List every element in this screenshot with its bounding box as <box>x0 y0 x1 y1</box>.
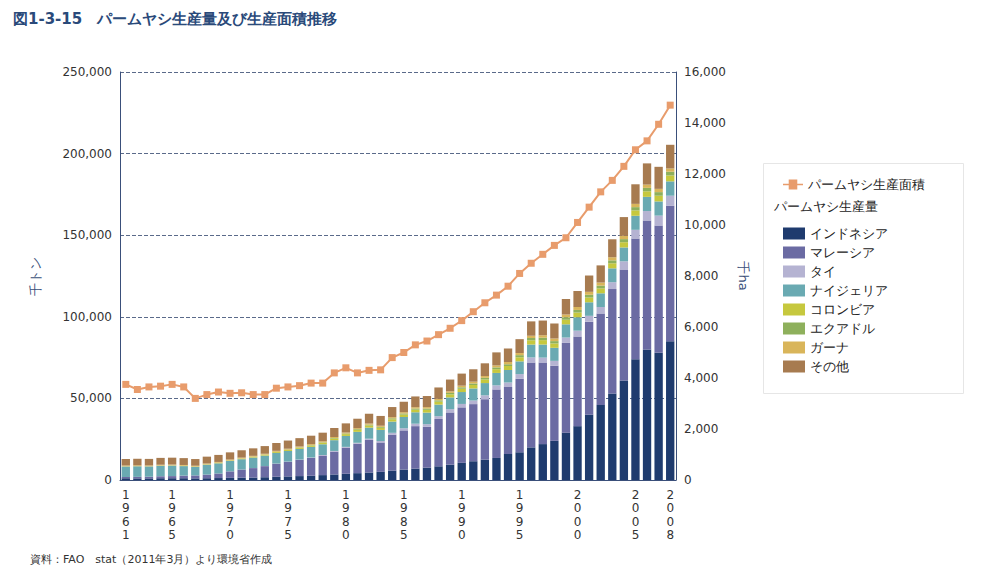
svg-text:マレーシア: マレーシア <box>810 245 875 260</box>
svg-text:0: 0 <box>342 528 350 542</box>
svg-text:ガーナ: ガーナ <box>810 340 849 355</box>
svg-text:9: 9 <box>122 501 130 515</box>
svg-text:1: 1 <box>516 488 524 502</box>
svg-text:エクアドル: エクアドル <box>810 321 875 336</box>
svg-text:9: 9 <box>284 501 292 515</box>
svg-text:0: 0 <box>666 515 674 529</box>
svg-text:千ha: 千ha <box>736 261 751 290</box>
svg-text:1: 1 <box>400 488 408 502</box>
svg-text:0: 0 <box>574 528 582 542</box>
svg-text:9: 9 <box>342 501 350 515</box>
svg-text:2: 2 <box>574 488 582 502</box>
svg-text:14,000: 14,000 <box>684 116 726 130</box>
svg-text:8,000: 8,000 <box>684 269 718 283</box>
svg-text:1: 1 <box>458 488 466 502</box>
svg-text:7: 7 <box>226 515 234 529</box>
svg-text:千トン: 千トン <box>28 257 43 296</box>
svg-text:図1-3-15 パームヤシ生産量及び生産面積推移: 図1-3-15 パームヤシ生産量及び生産面積推移 <box>13 10 337 28</box>
svg-text:資料：FAO stat（2011年3月）より環境省作成: 資料：FAO stat（2011年3月）より環境省作成 <box>30 553 272 566</box>
svg-text:8: 8 <box>342 515 350 529</box>
svg-text:その他: その他 <box>810 359 849 374</box>
svg-text:パームヤシ生産量: パームヤシ生産量 <box>773 199 878 214</box>
svg-text:9: 9 <box>400 501 408 515</box>
svg-text:1: 1 <box>342 488 350 502</box>
svg-text:250,000: 250,000 <box>62 65 112 79</box>
svg-text:1: 1 <box>122 528 130 542</box>
svg-text:インドネシア: インドネシア <box>810 226 888 241</box>
svg-text:16,000: 16,000 <box>684 65 726 79</box>
svg-text:0: 0 <box>458 528 466 542</box>
svg-text:4,000: 4,000 <box>684 371 718 385</box>
svg-text:100,000: 100,000 <box>62 310 112 324</box>
svg-text:9: 9 <box>458 501 466 515</box>
svg-text:8: 8 <box>666 528 674 542</box>
svg-text:2: 2 <box>632 488 640 502</box>
svg-text:2: 2 <box>666 488 674 502</box>
svg-text:9: 9 <box>516 501 524 515</box>
svg-text:10,000: 10,000 <box>684 218 726 232</box>
svg-text:9: 9 <box>516 515 524 529</box>
svg-text:6: 6 <box>168 515 176 529</box>
svg-text:200,000: 200,000 <box>62 147 112 161</box>
svg-text:0: 0 <box>574 501 582 515</box>
svg-text:5: 5 <box>632 528 640 542</box>
svg-text:パームヤシ生産面積: パームヤシ生産面積 <box>807 177 925 192</box>
svg-text:1: 1 <box>122 488 130 502</box>
svg-text:5: 5 <box>284 528 292 542</box>
svg-text:5: 5 <box>516 528 524 542</box>
svg-text:6: 6 <box>122 515 130 529</box>
svg-text:0: 0 <box>684 473 692 487</box>
svg-text:0: 0 <box>632 515 640 529</box>
svg-text:9: 9 <box>226 501 234 515</box>
svg-text:5: 5 <box>168 528 176 542</box>
svg-text:7: 7 <box>284 515 292 529</box>
svg-text:タイ: タイ <box>810 264 836 279</box>
svg-text:50,000: 50,000 <box>70 391 112 405</box>
svg-text:6,000: 6,000 <box>684 320 718 334</box>
svg-text:1: 1 <box>168 488 176 502</box>
svg-text:1: 1 <box>284 488 292 502</box>
svg-text:0: 0 <box>666 501 674 515</box>
svg-text:5: 5 <box>400 528 408 542</box>
svg-text:0: 0 <box>632 501 640 515</box>
svg-text:0: 0 <box>104 473 112 487</box>
svg-text:0: 0 <box>574 515 582 529</box>
svg-text:2,000: 2,000 <box>684 422 718 436</box>
svg-text:1: 1 <box>226 488 234 502</box>
svg-text:コロンビア: コロンビア <box>810 302 875 317</box>
svg-text:9: 9 <box>168 501 176 515</box>
svg-text:8: 8 <box>400 515 408 529</box>
svg-text:150,000: 150,000 <box>62 228 112 242</box>
svg-text:ナイジェリア: ナイジェリア <box>810 283 888 298</box>
svg-text:0: 0 <box>226 528 234 542</box>
svg-text:9: 9 <box>458 515 466 529</box>
svg-text:12,000: 12,000 <box>684 167 726 181</box>
